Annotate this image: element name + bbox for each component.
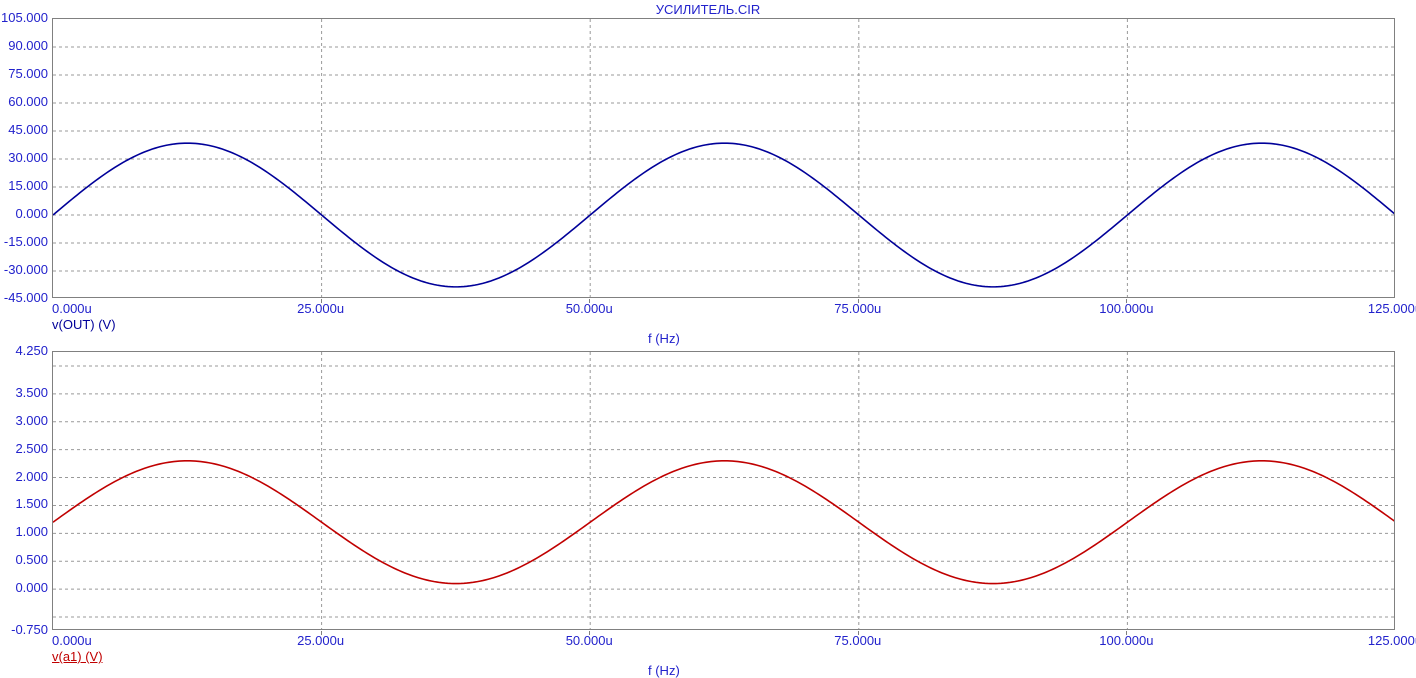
plot-canvas — [53, 19, 1394, 297]
x-tick-label: 50.000u — [565, 633, 613, 648]
axis-tick — [1126, 631, 1128, 635]
axis-tick — [857, 631, 859, 635]
y-tick-label: 15.000 — [8, 178, 48, 193]
x-tick-label: 125.000u — [1367, 301, 1416, 316]
y-tick-label: -15.000 — [3, 234, 48, 249]
plot-title: УСИЛИТЕЛЬ.CIR — [655, 2, 761, 17]
y-tick-label: 2.000 — [15, 468, 48, 484]
y-tick-label: 0.500 — [15, 552, 48, 568]
y-tick-label: 1.000 — [15, 524, 48, 540]
x-tick-label: 125.000u — [1367, 633, 1416, 648]
y-tick-label: 3.500 — [15, 384, 48, 400]
series-label: v(OUT) (V) — [52, 317, 116, 332]
plot-frame — [52, 351, 1395, 630]
y-tick-label: -30.000 — [3, 262, 48, 277]
axis-tick — [589, 299, 591, 303]
axis-tick — [857, 299, 859, 303]
y-tick-label: -45.000 — [3, 290, 48, 305]
y-tick-label: 105.000 — [1, 10, 48, 25]
axis-tick — [320, 299, 322, 303]
x-tick-label: 100.000u — [1099, 301, 1154, 316]
y-tick-label: 60.000 — [8, 94, 48, 109]
y-tick-label: 90.000 — [8, 38, 48, 53]
x-tick-label: 50.000u — [565, 301, 613, 316]
axis-tick — [589, 631, 591, 635]
y-tick-label: -0.750 — [11, 622, 48, 637]
axis-tick — [320, 631, 322, 635]
axis-tick — [1126, 299, 1128, 303]
plot-canvas — [53, 352, 1394, 629]
x-tick-label: 100.000u — [1099, 633, 1154, 648]
x-tick-label: 0.000u — [52, 301, 92, 316]
x-tick-label: 75.000u — [834, 633, 882, 648]
y-tick-label: 30.000 — [8, 150, 48, 165]
series-label: v(a1) (V) — [52, 649, 103, 664]
y-tick-label: 1.500 — [15, 496, 48, 512]
x-axis-label: f (Hz) — [648, 663, 680, 678]
plot-frame — [52, 18, 1395, 298]
x-tick-label: 25.000u — [297, 633, 345, 648]
waveform-va1-curve — [53, 460, 1394, 585]
x-axis-label: f (Hz) — [648, 331, 680, 346]
waveform-vout-curve — [53, 142, 1394, 288]
x-tick-label: 75.000u — [834, 301, 882, 316]
y-tick-label: 45.000 — [8, 122, 48, 137]
y-tick-label: 0.000 — [15, 206, 48, 221]
y-tick-label: 2.500 — [15, 440, 48, 456]
y-tick-label: 0.000 — [15, 580, 48, 596]
y-tick-label: 4.250 — [15, 343, 48, 358]
y-tick-label: 75.000 — [8, 66, 48, 81]
x-tick-label: 25.000u — [297, 301, 345, 316]
y-tick-label: 3.000 — [15, 412, 48, 428]
x-tick-label: 0.000u — [52, 633, 92, 648]
